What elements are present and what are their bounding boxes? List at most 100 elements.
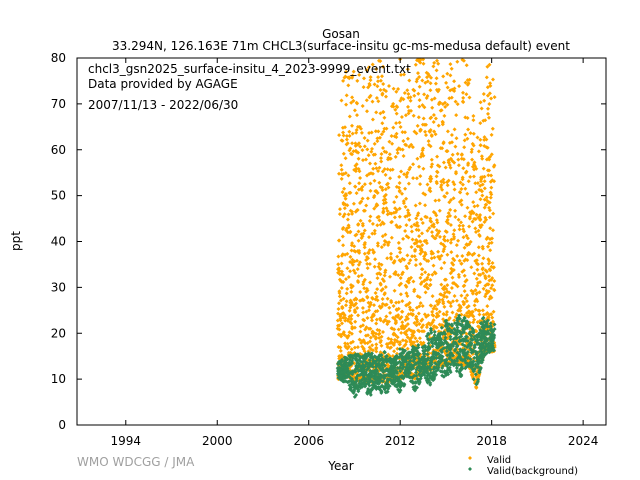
data-point-background	[350, 353, 355, 358]
y-tick-label: 40	[51, 235, 66, 249]
data-point-valid	[379, 132, 384, 137]
data-point-valid	[452, 127, 457, 132]
data-point-valid	[492, 288, 497, 293]
data-point-valid	[476, 308, 481, 313]
data-point-valid	[350, 131, 355, 136]
data-point-valid	[411, 279, 416, 284]
data-point-valid	[440, 297, 445, 302]
data-point-valid	[382, 115, 387, 120]
x-tick-label: 2018	[476, 434, 507, 448]
data-point-valid	[397, 283, 402, 288]
data-point-valid	[487, 157, 492, 162]
data-point-background	[439, 325, 444, 330]
data-point-valid	[430, 309, 435, 314]
data-point-valid	[367, 81, 372, 86]
data-point-valid	[360, 196, 365, 201]
data-point-valid	[489, 240, 494, 245]
data-point-valid	[391, 260, 396, 265]
data-point-valid	[361, 208, 366, 213]
data-point-valid	[482, 137, 487, 142]
data-point-valid	[404, 303, 409, 308]
data-point-valid	[362, 242, 367, 247]
data-point-valid	[448, 88, 453, 93]
data-point-valid	[479, 154, 484, 159]
data-point-valid	[377, 271, 382, 276]
data-point-valid	[478, 121, 483, 126]
data-point-valid	[416, 228, 421, 233]
data-point-valid	[394, 184, 399, 189]
data-point-valid	[352, 297, 357, 302]
data-point-valid	[485, 93, 490, 98]
data-point-valid	[430, 272, 435, 277]
data-point-valid	[344, 102, 349, 107]
data-point-background	[416, 377, 421, 382]
data-point-valid	[406, 104, 410, 109]
data-point-background	[356, 361, 361, 366]
data-point-valid	[420, 148, 425, 153]
data-point-valid	[426, 272, 431, 277]
data-point-valid	[464, 331, 469, 336]
data-point-valid	[379, 156, 383, 161]
data-point-valid	[337, 238, 342, 243]
data-point-valid	[379, 152, 384, 156]
data-point-background	[460, 318, 465, 323]
data-point-valid	[342, 206, 347, 211]
data-point-valid	[418, 248, 423, 253]
data-point-valid	[378, 88, 383, 92]
data-point-background	[455, 325, 460, 330]
data-point-valid	[397, 120, 402, 125]
data-point-valid	[390, 141, 395, 146]
data-point-valid	[340, 253, 344, 258]
data-point-valid	[341, 273, 346, 277]
data-point-valid	[361, 347, 366, 352]
data-point-valid	[471, 114, 476, 118]
data-point-valid	[436, 231, 441, 236]
data-point-valid	[423, 250, 428, 255]
data-point-valid	[449, 198, 453, 202]
data-point-valid	[341, 311, 346, 316]
x-axis-label: Year	[327, 459, 353, 473]
data-point-valid	[452, 318, 457, 323]
data-point-valid	[370, 146, 374, 151]
data-point-valid	[418, 57, 423, 62]
data-point-background	[401, 351, 406, 355]
data-point-valid	[383, 285, 388, 289]
data-point-background	[427, 366, 432, 371]
data-point-background	[436, 333, 441, 338]
data-point-valid	[415, 319, 420, 324]
data-point-valid	[365, 341, 370, 346]
data-point-valid	[448, 73, 453, 78]
y-tick-label: 60	[51, 143, 66, 157]
data-point-background	[455, 359, 460, 363]
data-point-valid	[378, 185, 383, 189]
data-point-valid	[400, 299, 405, 304]
data-point-background	[405, 354, 410, 359]
data-point-valid	[471, 289, 476, 294]
data-point-valid	[373, 161, 378, 166]
data-point-valid	[437, 208, 442, 213]
data-point-background	[480, 335, 485, 340]
data-point-valid	[348, 305, 353, 310]
data-point-valid	[397, 181, 402, 185]
data-point-valid	[409, 142, 414, 147]
data-point-background	[469, 336, 474, 341]
data-point-valid	[374, 342, 379, 347]
data-point-background	[350, 361, 354, 366]
data-point-valid	[391, 315, 396, 320]
data-point-valid	[419, 272, 424, 277]
data-point-valid	[468, 174, 473, 179]
data-point-valid	[362, 286, 367, 291]
data-point-valid	[431, 263, 436, 268]
data-point-valid	[465, 136, 470, 141]
data-point-valid	[452, 294, 457, 298]
data-point-valid	[456, 272, 461, 277]
data-point-valid	[449, 133, 454, 137]
data-point-valid	[374, 96, 379, 100]
data-point-background	[468, 330, 472, 335]
data-point-valid	[436, 61, 441, 66]
data-point-valid	[422, 122, 427, 127]
data-point-valid	[487, 215, 492, 220]
data-point-valid	[476, 149, 481, 154]
data-point-valid	[392, 134, 397, 139]
data-point-valid	[448, 304, 453, 309]
